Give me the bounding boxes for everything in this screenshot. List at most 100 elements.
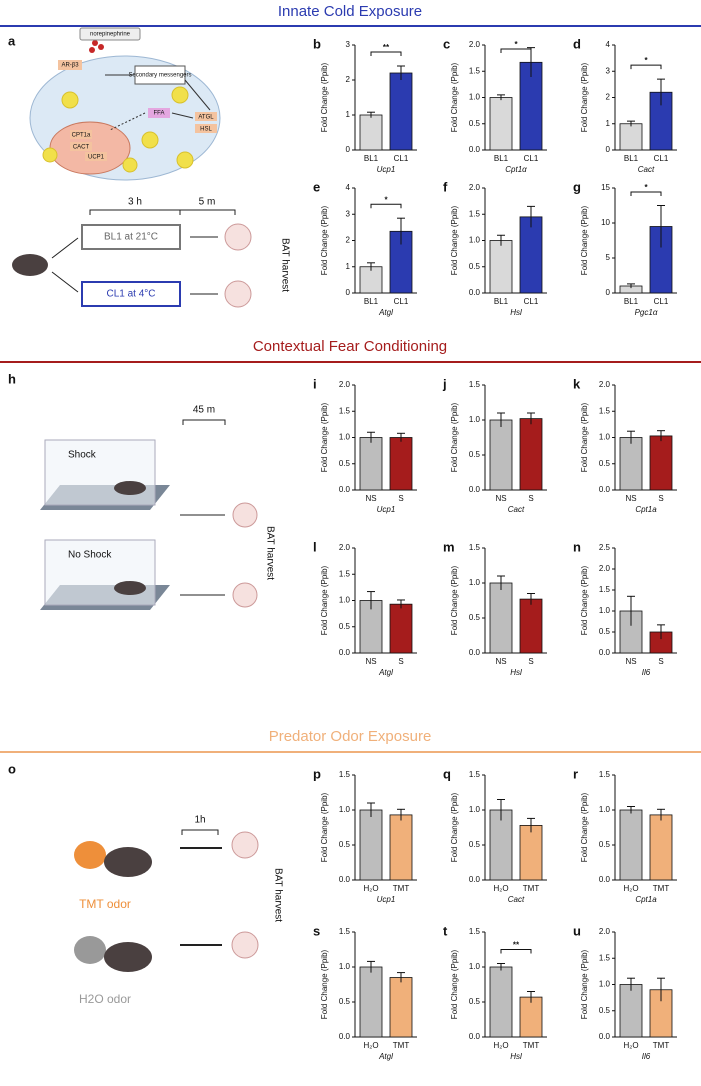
- bar: [389, 72, 413, 151]
- condition-box: [81, 281, 181, 307]
- y-tick-label: 2: [346, 75, 351, 84]
- y-tick-label: 1.0: [469, 236, 481, 245]
- y-tick-label: 0.5: [469, 262, 481, 271]
- panel-letter: j: [442, 376, 447, 391]
- bar: [359, 114, 383, 151]
- y-tick-label: 1.0: [469, 578, 481, 587]
- y-tick-label: 1.0: [339, 962, 351, 971]
- x-axis-label: Cpt1a: [635, 895, 657, 904]
- x-tick-label: NS: [365, 657, 376, 666]
- bar: [359, 809, 383, 881]
- y-tick-label: 0.0: [599, 1032, 611, 1041]
- x-tick-label: S: [658, 657, 663, 666]
- y-tick-label: 2.0: [339, 543, 351, 552]
- y-tick-label: 0.0: [599, 485, 611, 494]
- x-axis-label: Il6: [642, 1052, 651, 1061]
- x-tick-label: H₂O: [363, 1041, 378, 1050]
- time-bracket: [181, 829, 219, 835]
- diagram-label: 5 m: [199, 197, 216, 208]
- mouse: [12, 254, 48, 276]
- bar: [619, 437, 643, 491]
- bar: [389, 603, 413, 654]
- significance-bracket: [370, 203, 402, 209]
- y-tick-label: 0.5: [469, 119, 481, 128]
- bar: [389, 977, 413, 1038]
- panel-letter: a: [8, 33, 16, 48]
- y-tick-label: 0.0: [339, 875, 351, 884]
- y-tick-label: 0.5: [599, 459, 611, 468]
- y-axis-label: Fold Change (Ppib): [450, 402, 459, 472]
- y-tick-label: 0.5: [339, 622, 351, 631]
- panel-letter: q: [443, 766, 451, 781]
- x-axis-label: Cact: [638, 165, 655, 174]
- diagram-label: CL1 at 4°C: [106, 289, 155, 300]
- y-tick-label: 2.0: [339, 380, 351, 389]
- y-tick-label: 1.0: [469, 805, 481, 814]
- y-axis-label: Fold Change (Ppib): [320, 62, 329, 132]
- y-tick-label: 10: [601, 218, 610, 227]
- significance-label: *: [644, 183, 648, 192]
- x-tick-label: S: [398, 494, 403, 503]
- y-tick-label: 0.5: [339, 997, 351, 1006]
- y-tick-label: 0.0: [339, 648, 351, 657]
- y-tick-label: 2.0: [599, 380, 611, 389]
- y-tick-label: 0: [346, 288, 351, 297]
- diagram-label: BAT harvest: [279, 238, 290, 292]
- bar: [519, 996, 543, 1038]
- bar: [649, 435, 673, 491]
- y-tick-label: 3: [346, 40, 351, 49]
- diagram-label: AR-β3: [61, 63, 79, 69]
- y-axis-label: Fold Change (Ppib): [320, 792, 329, 862]
- significance-bracket: [370, 51, 402, 56]
- bar: [519, 418, 543, 491]
- arrow: [109, 112, 146, 131]
- bar: [489, 419, 513, 491]
- y-tick-label: 1: [346, 262, 351, 271]
- tissue: [232, 582, 258, 608]
- y-tick-label: 2.0: [469, 40, 481, 49]
- bar: [519, 825, 543, 881]
- tissue: [224, 280, 252, 308]
- label-box: [58, 60, 82, 70]
- x-tick-label: TMT: [393, 884, 410, 893]
- section-title: Contextual Fear Conditioning: [253, 338, 447, 355]
- label-box: [134, 65, 186, 85]
- significance-bracket: [630, 64, 662, 70]
- time-bracket: [182, 419, 226, 425]
- diagram-label: FFA: [153, 111, 164, 117]
- bar: [489, 966, 513, 1038]
- x-tick-label: NS: [625, 494, 636, 503]
- y-tick-label: 2: [346, 236, 351, 245]
- y-tick-label: 0.0: [469, 1032, 481, 1041]
- bar: [359, 437, 383, 491]
- tissue: [232, 502, 258, 528]
- y-tick-label: 0.0: [469, 648, 481, 657]
- y-axis-label: Fold Change (Ppib): [450, 62, 459, 132]
- bar: [519, 216, 543, 294]
- y-tick-label: 0.5: [599, 1006, 611, 1015]
- mouse: [104, 942, 152, 972]
- significance-label: **: [513, 941, 520, 950]
- y-tick-label: 3: [346, 209, 351, 218]
- x-axis-label: Pgc1α: [635, 308, 658, 317]
- x-tick-label: CL1: [524, 297, 539, 306]
- y-tick-label: 1.0: [469, 415, 481, 424]
- y-tick-label: 0.5: [469, 613, 481, 622]
- y-tick-label: 1.5: [469, 543, 481, 552]
- y-axis-label: Fold Change (Ppib): [320, 402, 329, 472]
- bar: [489, 97, 513, 151]
- x-tick-label: NS: [495, 494, 506, 503]
- x-tick-label: BL1: [624, 154, 639, 163]
- bar: [619, 984, 643, 1038]
- x-tick-label: H₂O: [623, 884, 638, 893]
- y-tick-label: 1.5: [339, 406, 351, 415]
- x-axis-label: Hsl: [510, 308, 522, 317]
- panel-letter: d: [573, 36, 581, 51]
- label-box: [70, 142, 92, 151]
- bar: [519, 598, 543, 654]
- y-tick-label: 1.0: [469, 93, 481, 102]
- bar: [389, 437, 413, 491]
- x-tick-label: BL1: [494, 297, 509, 306]
- mouse: [104, 847, 152, 877]
